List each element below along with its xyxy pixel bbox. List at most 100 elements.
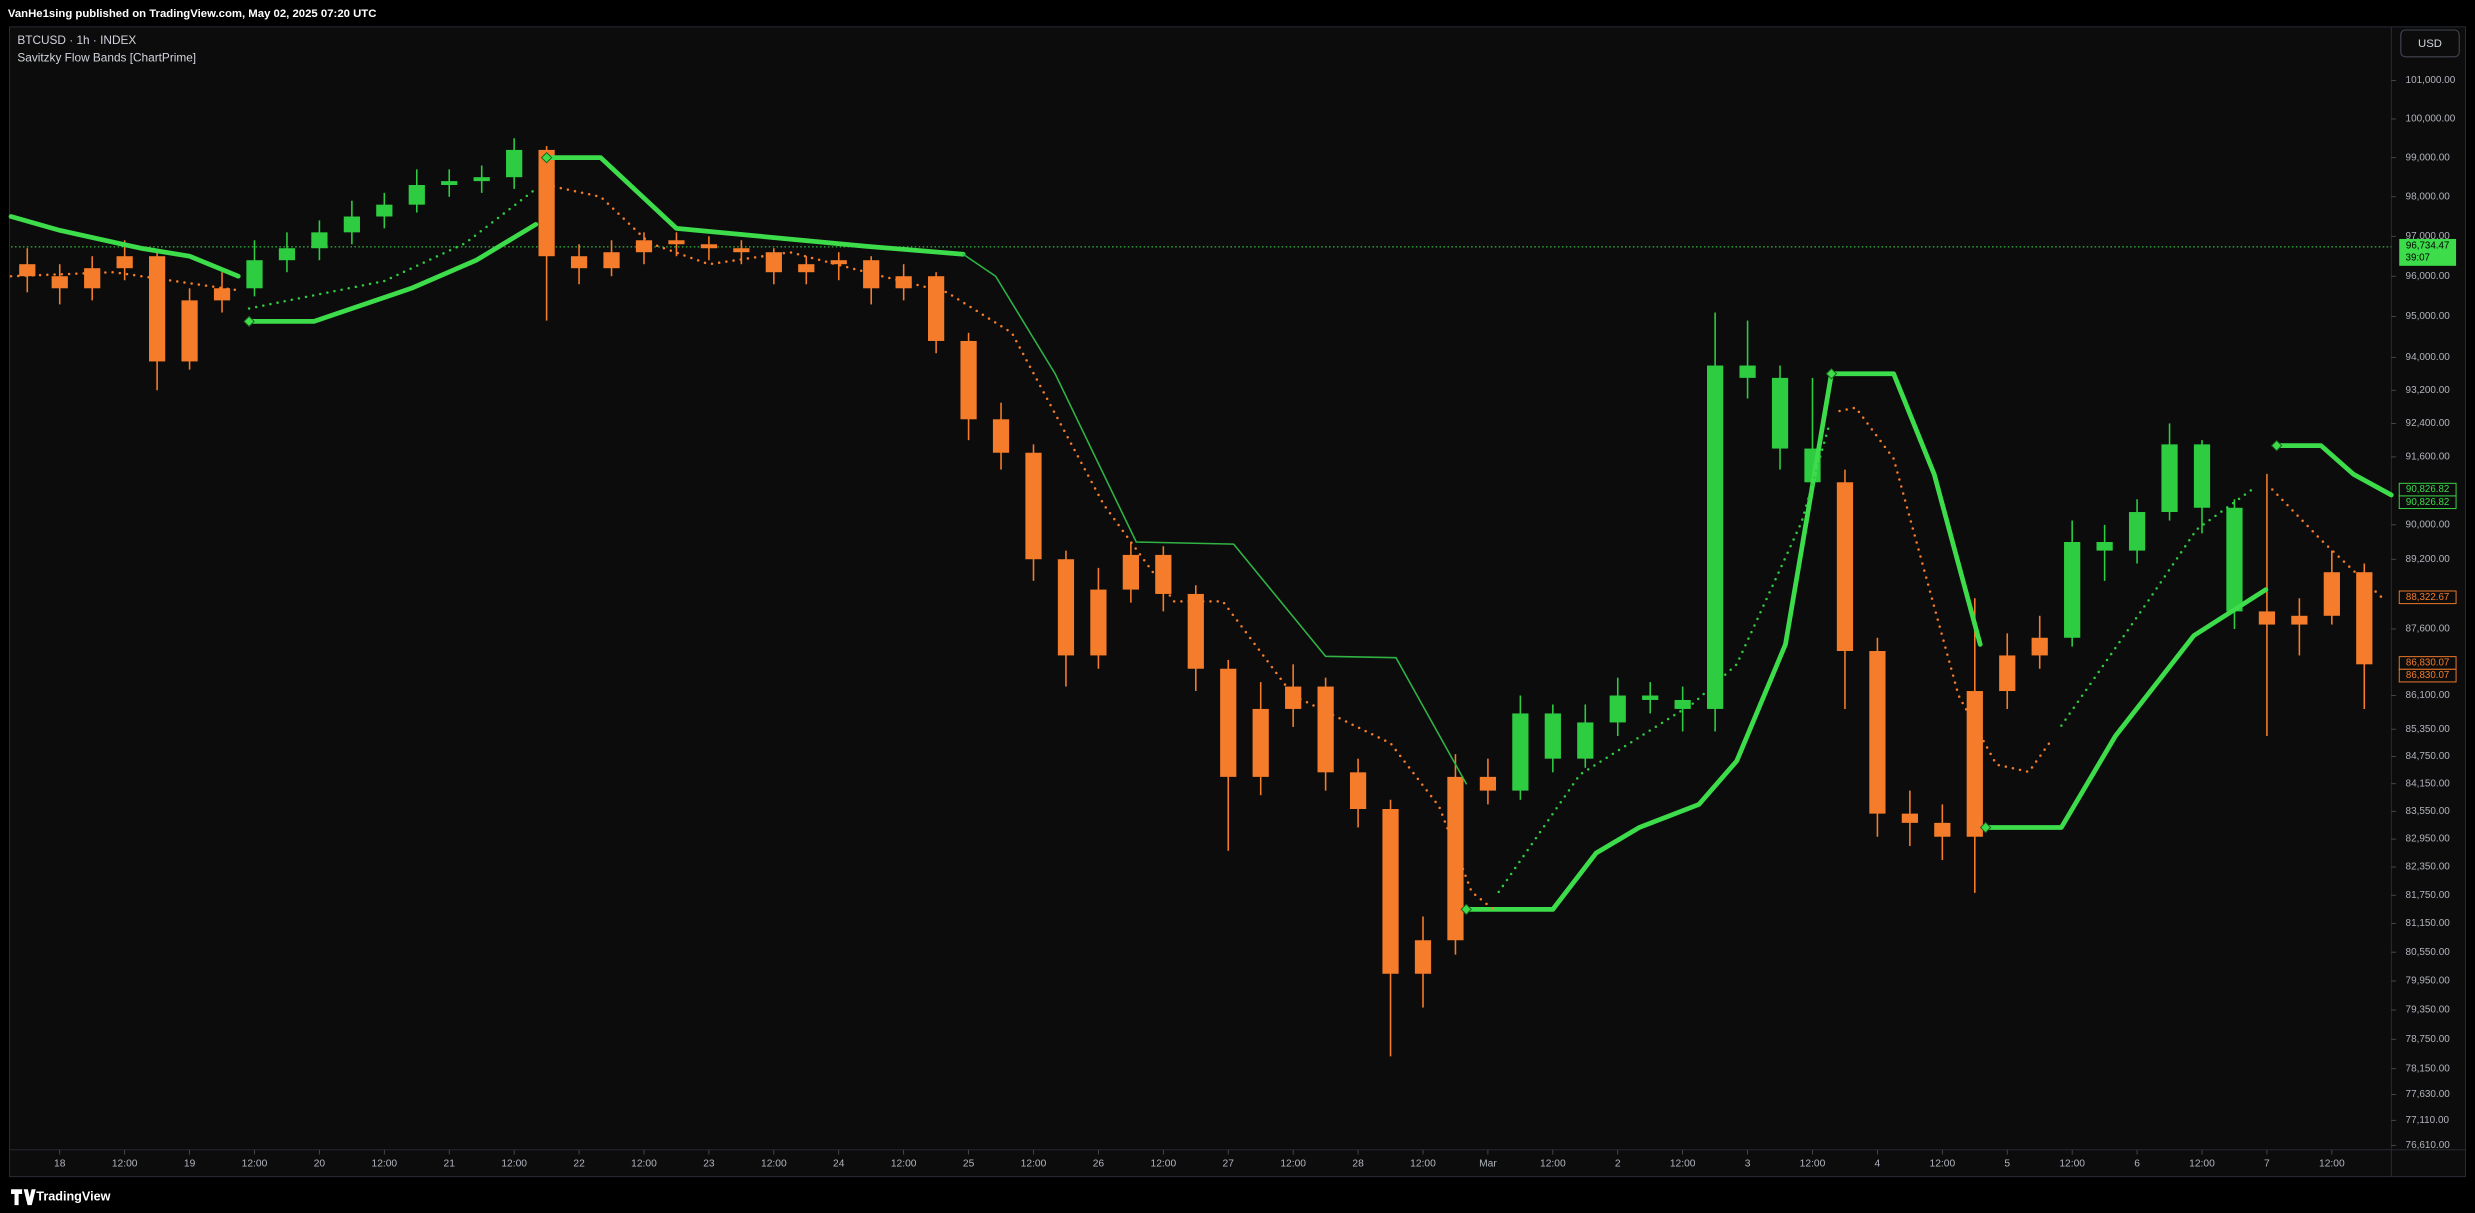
candle-body [1674,699,1691,709]
candle-body [311,232,328,249]
currency-label[interactable]: USD [2418,38,2442,50]
candle-body [246,260,263,289]
y-tick-label: 84,750.00 [2406,751,2451,762]
candle-body [1999,655,2016,692]
x-tick-label: 18 [54,1159,66,1170]
candle-body [2064,541,2081,638]
candle-body [668,240,685,245]
y-tick-label: 77,630.00 [2406,1089,2451,1100]
x-tick-label: 26 [1093,1159,1105,1170]
brand-name: TradingView [36,1190,110,1204]
mid-line [2271,488,2388,603]
x-tick-label: 5 [2004,1159,2010,1170]
y-tick-label: 98,000.00 [2406,191,2451,202]
x-tick-label: 12:00 [891,1159,917,1170]
candle-body [992,419,1010,453]
candle-body [1447,776,1464,941]
candle-body [1317,686,1334,773]
candle-body [538,149,555,257]
brand-logo [11,1189,36,1206]
band-line [1983,587,2269,830]
candle-body [1966,691,1983,837]
candle-body [506,149,523,178]
x-tick-label: 12:00 [371,1159,397,1170]
y-tick-label: 101,000.00 [2406,75,2456,86]
y-tick-label: 81,150.00 [2406,918,2451,929]
y-tick-label: 84,150.00 [2406,778,2451,789]
x-tick-label: 12:00 [112,1159,138,1170]
band-line [1829,371,1983,647]
x-tick-label: 6 [2134,1159,2140,1170]
x-tick-label: 2 [1615,1159,1621,1170]
plot: 101,000.00 100,000.00 99,000.00 98,000.00 97… [8,75,2457,1170]
candle-body [2193,444,2211,508]
axis-price-box [2398,590,2457,605]
candle-body [798,264,815,273]
candle-body [570,256,588,269]
y-tick-label: 79,350.00 [2406,1005,2451,1016]
mid-line [2060,485,2258,727]
candle-body [1642,695,1659,700]
x-tick-label: 27 [1223,1159,1235,1170]
publish-title: VanHe1sing published on TradingView.com,… [8,8,377,20]
last-price-countdown: 39:07 [2406,252,2430,263]
candle-body [603,252,620,269]
axis-price-box [2398,668,2457,683]
candle-body [19,264,36,277]
candle-body [2323,572,2340,616]
candle-body [1090,589,1107,656]
candle-body [765,252,782,273]
candle-body [1771,377,1789,449]
last-price-box [2399,238,2457,266]
x-tick-label: 20 [314,1159,326,1170]
mid-line [9,270,240,292]
candle-body [960,340,977,420]
candle-body [148,256,166,362]
candle-body [1512,713,1529,791]
candle-body [830,260,847,265]
candle-body [928,276,945,341]
x-tick-label: 12:00 [501,1159,527,1170]
candle-body [213,288,231,301]
y-tick-label: 95,000.00 [2406,311,2451,322]
x-tick-label: 12:00 [1410,1159,1436,1170]
band-line [962,253,1468,785]
candle-body [1544,713,1561,759]
candle-body [376,204,393,217]
candle-body [1285,686,1302,709]
candle-body [2258,611,2276,625]
band-line [8,214,241,279]
x-tick-label: 12:00 [1280,1159,1306,1170]
candle-body [473,177,490,182]
y-tick-label: 85,350.00 [2406,724,2451,735]
x-tick-label: 21 [444,1159,456,1170]
candle-body [1934,822,1951,837]
y-tick-label: 90,000.00 [2406,519,2451,530]
candle-body [51,276,68,289]
axis-price-label: 86,830.07 [2406,658,2449,669]
y-tick-label: 78,750.00 [2406,1034,2451,1045]
band-line [1463,371,1834,912]
candle-body [2161,444,2178,513]
candle-body [733,248,750,253]
candle-body [1187,593,1204,669]
band-start-marker [1979,821,1992,834]
candle-body [1155,554,1172,594]
x-tick-label: 12:00 [2189,1159,2215,1170]
candle-body [84,268,101,289]
candle-body [1609,695,1626,723]
y-tick-label: 91,600.00 [2406,452,2451,463]
candle-body [181,300,198,362]
candle-body [1836,482,1854,652]
band-start-marker [1460,903,1472,916]
currency-button[interactable] [2400,29,2460,58]
x-tick-label: 12:00 [2319,1159,2345,1170]
candle-body [1382,809,1399,974]
candle-body [1057,559,1075,656]
candle-body [2128,512,2146,551]
axis-price-label: 90,826.82 [2406,484,2449,495]
y-tick-label: 81,750.00 [2406,890,2451,901]
last-price-label: 96,734.47 [2406,241,2449,252]
y-tick-label: 82,950.00 [2406,834,2451,845]
x-tick-label: Mar [1479,1159,1497,1170]
